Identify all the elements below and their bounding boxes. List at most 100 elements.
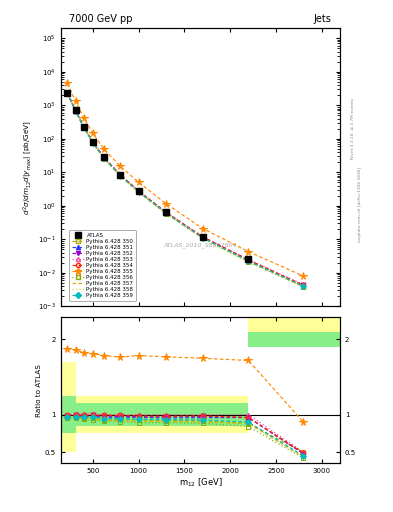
Pythia 6.428 350 [81,124,86,131]
Pythia 6.428 357 [65,90,70,96]
Pythia 6.428 355 [246,248,251,254]
Pythia 6.428 351 [200,234,205,240]
Pythia 6.428 352 [246,257,251,263]
Bar [93,403,120,426]
Pythia 6.428 354 [246,257,251,263]
Line: Pythia 6.428 353: Pythia 6.428 353 [65,90,306,287]
Pythia 6.428 358 [246,258,251,264]
Pythia 6.428 357 [90,140,95,146]
Pythia 6.428 358 [65,90,70,96]
Pythia 6.428 353 [301,282,306,288]
Pythia 6.428 359 [164,210,169,216]
Line: Pythia 6.428 352: Pythia 6.428 352 [65,90,306,288]
Text: Jets: Jets [314,14,332,24]
Pythia 6.428 357 [246,258,251,264]
Pythia 6.428 356 [246,259,251,265]
Y-axis label: $d^2\sigma/dm_{12}d|y_{\rm max}|$ [pb/GeV]: $d^2\sigma/dm_{12}d|y_{\rm max}|$ [pb/Ge… [22,120,35,215]
Pythia 6.428 351 [65,90,70,96]
Pythia 6.428 356 [65,90,70,96]
Bar [166,403,248,426]
Text: Rivet 3.1.10; ≥ 2.7M events: Rivet 3.1.10; ≥ 2.7M events [351,97,354,159]
Bar [61,362,75,452]
Pythia 6.428 350 [101,155,106,161]
Pythia 6.428 356 [81,124,86,131]
Bar [61,396,75,433]
Pythia 6.428 350 [301,283,306,289]
Pythia 6.428 353 [81,123,86,130]
Pythia 6.428 353 [200,233,205,240]
Pythia 6.428 352 [73,108,78,114]
Bar [75,396,93,433]
Pythia 6.428 356 [90,140,95,146]
Pythia 6.428 350 [65,90,70,96]
Pythia 6.428 359 [246,258,251,264]
ATLAS [246,257,251,263]
Pythia 6.428 356 [101,156,106,162]
Pythia 6.428 359 [101,155,106,161]
Pythia 6.428 351 [73,108,78,114]
Line: Pythia 6.428 355: Pythia 6.428 355 [64,79,307,280]
Pythia 6.428 351 [164,210,169,216]
Pythia 6.428 354 [73,108,78,114]
Pythia 6.428 355 [136,179,141,185]
ATLAS [101,154,106,160]
Pythia 6.428 351 [118,172,123,178]
Pythia 6.428 356 [164,210,169,217]
Pythia 6.428 356 [73,108,78,114]
Pythia 6.428 359 [65,90,70,96]
Pythia 6.428 353 [73,108,78,114]
Pythia 6.428 352 [90,139,95,145]
Pythia 6.428 355 [81,115,86,121]
Pythia 6.428 356 [118,173,123,179]
ATLAS [200,233,205,240]
Pythia 6.428 359 [90,139,95,145]
Pythia 6.428 350 [136,189,141,195]
Pythia 6.428 350 [73,108,78,114]
Pythia 6.428 355 [200,225,205,231]
Pythia 6.428 355 [118,163,123,169]
Bar [120,396,166,433]
Pythia 6.428 357 [164,210,169,217]
Y-axis label: Ratio to ATLAS: Ratio to ATLAS [36,364,42,417]
Pythia 6.428 355 [164,201,169,207]
Pythia 6.428 354 [81,124,86,130]
Text: mcplots.cern.ch [arXiv:1306.3436]: mcplots.cern.ch [arXiv:1306.3436] [358,167,362,242]
Pythia 6.428 357 [101,155,106,161]
Pythia 6.428 351 [246,257,251,263]
Pythia 6.428 359 [136,189,141,195]
Legend: ATLAS, Pythia 6.428 350, Pythia 6.428 351, Pythia 6.428 352, Pythia 6.428 353, P: ATLAS, Pythia 6.428 350, Pythia 6.428 35… [69,230,136,301]
Line: Pythia 6.428 357: Pythia 6.428 357 [67,93,303,287]
Pythia 6.428 352 [301,283,306,289]
Pythia 6.428 358 [301,283,306,289]
Bar [120,403,166,426]
Bar [248,302,340,339]
Pythia 6.428 352 [101,155,106,161]
Pythia 6.428 356 [136,189,141,196]
Line: Pythia 6.428 356: Pythia 6.428 356 [65,91,306,289]
Pythia 6.428 353 [118,172,123,178]
Pythia 6.428 351 [81,124,86,130]
Bar [166,396,248,433]
Pythia 6.428 358 [73,108,78,114]
Pythia 6.428 350 [200,235,205,241]
Pythia 6.428 355 [90,130,95,136]
Pythia 6.428 359 [73,108,78,114]
Pythia 6.428 350 [90,140,95,146]
Line: Pythia 6.428 351: Pythia 6.428 351 [65,91,306,289]
Pythia 6.428 357 [73,108,78,114]
ATLAS [118,172,123,178]
Pythia 6.428 355 [301,273,306,279]
Bar [248,332,340,347]
ATLAS [136,188,141,194]
Pythia 6.428 352 [118,172,123,178]
Pythia 6.428 352 [200,234,205,240]
Pythia 6.428 354 [164,209,169,216]
Pythia 6.428 353 [101,154,106,160]
Pythia 6.428 353 [136,188,141,194]
Pythia 6.428 355 [65,80,70,87]
Line: Pythia 6.428 358: Pythia 6.428 358 [67,93,303,286]
Pythia 6.428 354 [65,90,70,96]
Pythia 6.428 358 [136,189,141,195]
ATLAS [73,108,78,114]
Pythia 6.428 352 [136,188,141,195]
